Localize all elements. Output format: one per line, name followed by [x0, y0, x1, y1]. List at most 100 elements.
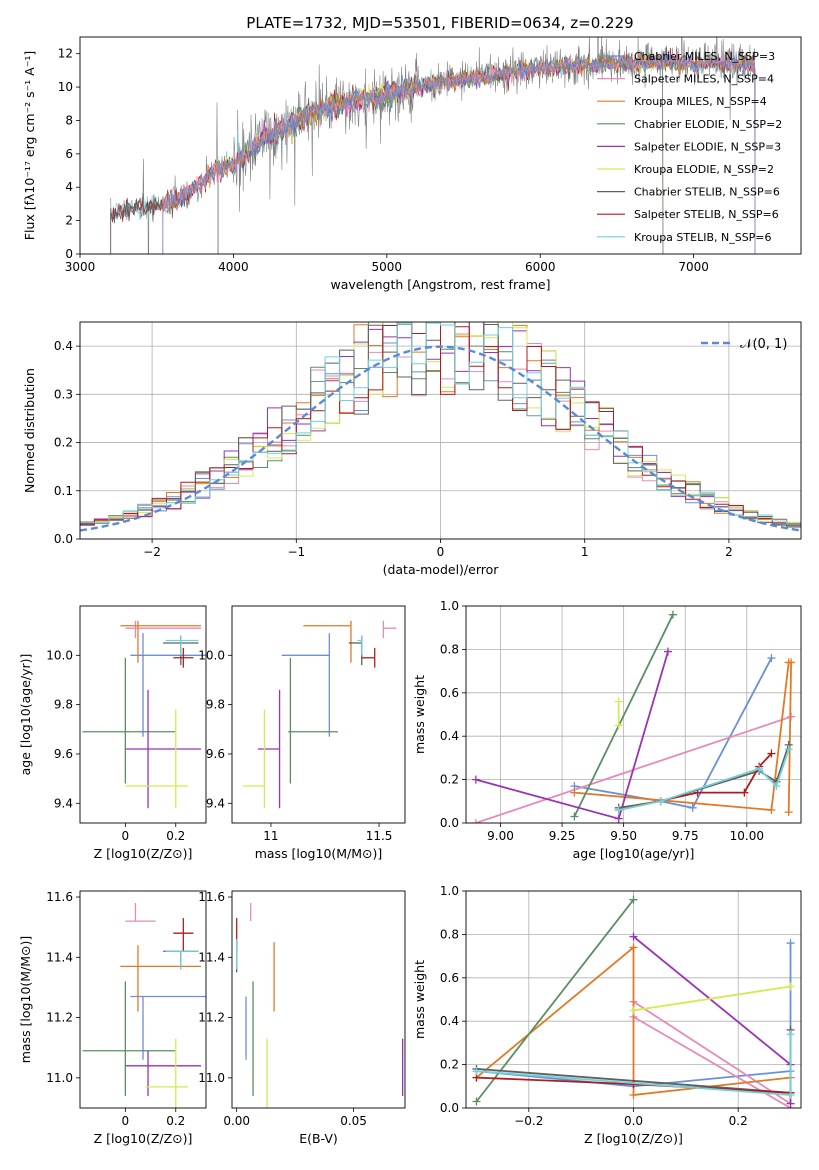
chart-7-xlabel: E(B-V)	[299, 1131, 338, 1146]
weight-marker	[629, 1090, 638, 1099]
model-spectrum-line	[217, 51, 664, 254]
chart-5-xtick-label: 9.25	[549, 829, 576, 843]
weight-marker	[786, 1030, 795, 1039]
weight-line	[476, 943, 792, 1088]
chart-6-plot-area	[82, 903, 206, 1108]
chart-1-xtick-label: 3000	[65, 260, 96, 274]
legend-label: Chabrier STELIB, N_SSP=6	[634, 186, 780, 199]
chart-4-frame	[231, 605, 406, 824]
chart-1-xtick-label: 7000	[678, 260, 709, 274]
legend-label: Kroupa ELODIE, N_SSP=2	[634, 163, 774, 176]
weight-marker	[471, 819, 480, 823]
weight-marker	[784, 745, 793, 754]
chart-7-ytick-label: 11.2	[198, 1011, 225, 1025]
legend-label: Kroupa MILES, N_SSP=4	[634, 95, 767, 108]
weight-line	[475, 899, 635, 1103]
chart-1-xtick-label: 4000	[218, 260, 249, 274]
chart-8-ytick-label: 1.0	[440, 884, 459, 898]
chart-6-xtick-label: 0.2	[166, 1114, 185, 1128]
chart-5-xtick-label: 10.00	[730, 829, 764, 843]
weight-marker	[656, 797, 665, 806]
chart-6-xtick-label: 0	[122, 1114, 130, 1128]
chart-5-xtick-label: 9.50	[610, 829, 637, 843]
chart-8-xtick-label: 0.2	[729, 1114, 748, 1128]
chart-1-ylabel: Flux [fλ10⁻¹⁷ erg cm⁻² s⁻¹ A⁻¹]	[22, 51, 37, 240]
weight-marker	[471, 775, 480, 784]
chart-3-frame	[79, 605, 207, 824]
weight-line	[573, 614, 674, 817]
weight-marker	[629, 1006, 638, 1015]
chart-1-xtick-label: 5000	[372, 260, 403, 274]
chart-2-xtick-label: 0	[437, 545, 445, 559]
chart-4-ytick-label: 9.4	[206, 796, 225, 810]
weight-marker	[767, 805, 776, 814]
chart-5-ytick-label: 0.6	[440, 686, 459, 700]
weight-marker	[755, 764, 764, 773]
chart-1-plot-area	[110, 37, 756, 254]
chart-1-ytick-label: 10	[58, 80, 73, 94]
chart-4-xtick-label: 11.5	[366, 829, 393, 843]
weight-marker	[668, 610, 677, 619]
chart-2-xtick-label: 2	[725, 545, 733, 559]
weight-line	[633, 985, 791, 1012]
chart-2-ylabel: Normed distribution	[22, 368, 37, 493]
weight-marker	[663, 647, 672, 656]
chart-2-xlabel: (data-model)/error	[383, 562, 500, 577]
chart-title: PLATE=1732, MJD=53501, FIBERID=0634, z=0…	[246, 14, 633, 32]
legend-label-normal: 𝒩(0, 1)	[740, 337, 787, 352]
chart-3-xtick-label: 0.2	[166, 829, 185, 843]
weight-marker	[614, 721, 623, 730]
chart-5-xtick-label: 9.75	[672, 829, 699, 843]
chart-3-plot-area	[82, 620, 206, 809]
chart-7-ytick-label: 11.6	[198, 890, 225, 904]
legend-label: Chabrier ELODIE, N_SSP=2	[634, 118, 782, 131]
weight-marker	[629, 932, 638, 941]
weight-marker	[629, 895, 638, 904]
weight-marker	[767, 749, 776, 758]
chart-8-ytick-label: 0.6	[440, 971, 459, 985]
weight-line	[574, 657, 773, 809]
chart-4-xlabel: mass [log10(M/M⊙)]	[255, 846, 383, 861]
chart-1-xlabel: wavelength [Angstrom, rest frame]	[330, 277, 550, 292]
chart-1-ytick-label: 0	[65, 247, 73, 261]
weight-marker	[688, 803, 697, 812]
chart-3-xtick-label: 0	[122, 829, 130, 843]
weight-marker	[784, 808, 793, 817]
weight-marker	[614, 814, 623, 823]
chart-3-ytick-label: 10.0	[46, 648, 73, 662]
chart-3-xlabel: Z [log10(Z/Z⊙)]	[94, 846, 193, 861]
chart-5-ytick-label: 1.0	[440, 599, 459, 613]
legend-label: Salpeter ELODIE, N_SSP=3	[634, 140, 781, 153]
chart-7-xtick-label: 0.05	[340, 1114, 367, 1128]
chart-7-frame	[231, 890, 406, 1109]
chart-1-ytick-label: 4	[65, 180, 73, 194]
weight-marker	[786, 982, 795, 991]
chart-8-xtick-label: 0.0	[624, 1114, 643, 1128]
chart-5-frame	[465, 605, 802, 824]
chart-8-xlabel: Z [log10(Z/Z⊙)]	[584, 1131, 683, 1146]
chart-2-ytick-label: 0.2	[54, 436, 73, 450]
weight-marker	[614, 805, 623, 814]
chart-4-ytick-label: 9.8	[206, 698, 225, 712]
weight-marker	[786, 1099, 795, 1108]
chart-7-xtick-label: 0.00	[223, 1114, 250, 1128]
chart-3-ytick-label: 9.4	[54, 796, 73, 810]
weight-line	[574, 661, 793, 813]
weight-marker	[629, 943, 638, 952]
chart-8-ytick-label: 0.4	[440, 1014, 459, 1028]
weight-line	[475, 651, 669, 820]
legend-label: Salpeter STELIB, N_SSP=6	[634, 208, 779, 221]
chart-4-plot-area	[242, 620, 397, 809]
chart-5-ylabel: mass weight	[412, 675, 427, 754]
weight-marker	[786, 939, 795, 948]
observed-spectrum	[110, 37, 756, 254]
chart-6-ytick-label: 11.6	[46, 890, 73, 904]
chart-8-ylabel: mass weight	[412, 960, 427, 1039]
chart-1-ytick-label: 8	[65, 113, 73, 127]
weight-marker	[570, 788, 579, 797]
legend-label: Salpeter MILES, N_SSP=4	[634, 73, 774, 86]
chart-5-xlabel: age [log10(age/yr)]	[573, 846, 695, 861]
weight-marker	[772, 782, 781, 791]
weight-marker	[740, 788, 749, 797]
chart-7-plot-area	[236, 903, 404, 1108]
